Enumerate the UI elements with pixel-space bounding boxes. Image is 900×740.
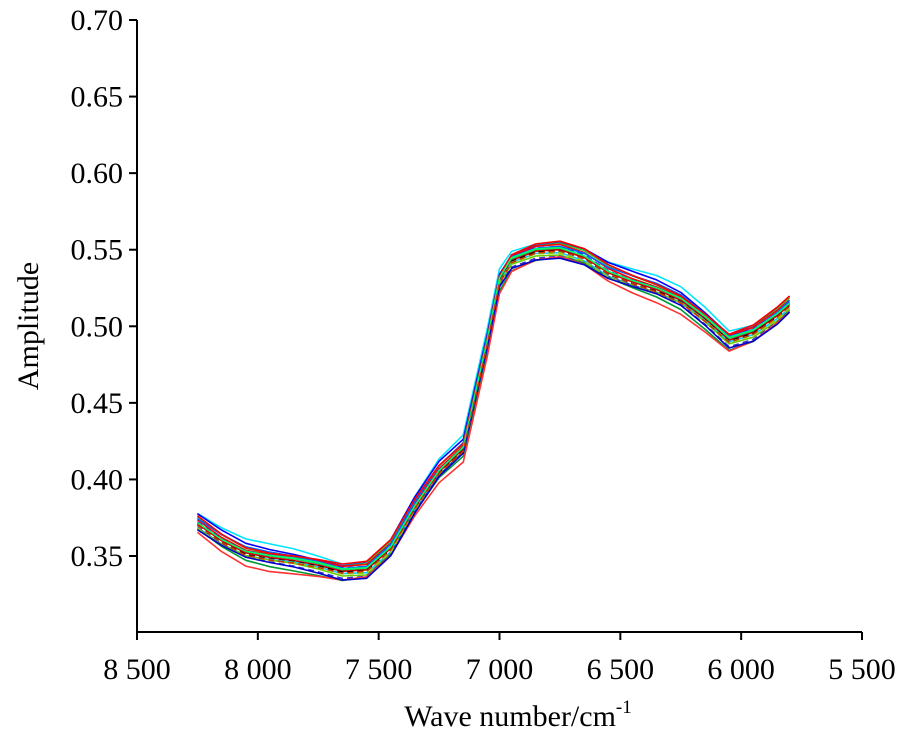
spectrum-line — [196, 243, 791, 568]
x-axis-title-exponent: -1 — [616, 697, 632, 718]
spectrum-line — [196, 242, 791, 565]
x-axis-title: Wave number/cm-1 — [404, 697, 632, 733]
y-tick-label: 0.55 — [71, 234, 124, 267]
y-axis-title: Amplitude — [12, 262, 45, 390]
y-tick-label: 0.60 — [71, 157, 124, 190]
x-tick-label: 5 500 — [828, 653, 896, 686]
spectrum-line — [196, 255, 791, 581]
x-tick-label: 6 000 — [707, 653, 775, 686]
y-tick-label: 0.35 — [71, 540, 124, 573]
spectrum-line — [196, 242, 791, 568]
x-tick-label: 6 500 — [587, 653, 655, 686]
spectrum-line — [196, 250, 791, 574]
x-tick-label: 7 500 — [345, 653, 413, 686]
x-tick-label: 7 000 — [466, 653, 534, 686]
x-ticks: 8 500 8 000 7 500 7 000 6 500 6 000 5 500 — [103, 632, 896, 686]
x-tick-label: 8 000 — [224, 653, 292, 686]
x-tick-label: 8 500 — [103, 653, 171, 686]
spectrum-line — [196, 246, 791, 570]
y-tick-label: 0.70 — [71, 4, 124, 37]
series-lines — [196, 240, 791, 582]
y-tick-label: 0.65 — [71, 81, 124, 114]
y-tick-label: 0.45 — [71, 387, 124, 420]
x-axis-title-text: Wave number/cm — [404, 700, 616, 733]
y-tick-label: 0.40 — [71, 463, 124, 496]
spectrum-line — [196, 242, 791, 567]
spectrum-line — [196, 240, 791, 565]
y-tick-label: 0.50 — [71, 310, 124, 343]
y-ticks: 0.35 0.40 0.45 0.50 0.55 0.60 0.65 0.70 — [71, 4, 137, 573]
